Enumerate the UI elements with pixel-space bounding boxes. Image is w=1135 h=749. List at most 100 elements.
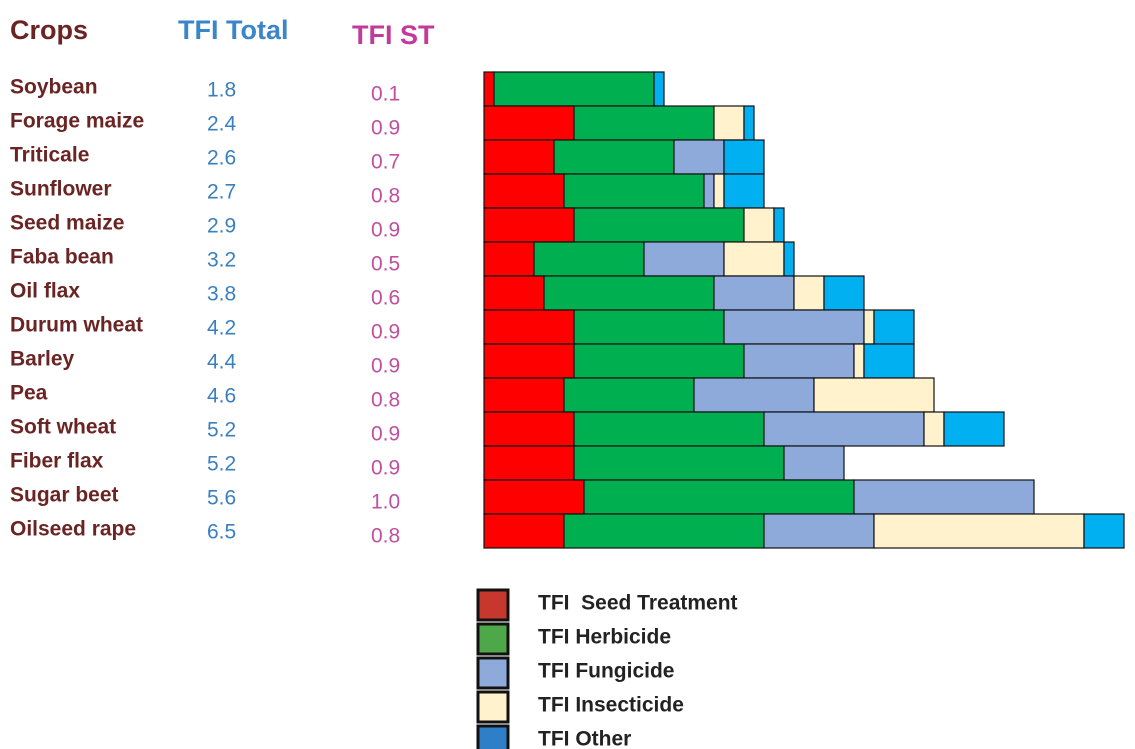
bar-segment <box>763 513 875 549</box>
tfi-total: 1.8 <box>207 79 236 102</box>
bar-segment <box>483 445 575 481</box>
bar-segment <box>483 173 565 209</box>
bar-segment <box>563 513 765 549</box>
bar-segment <box>713 105 745 141</box>
tfi-total: 4.2 <box>207 317 236 340</box>
tfi-st: 0.6 <box>371 287 400 310</box>
crop-label: Oilseed rape <box>10 518 136 541</box>
crop-label: Forage maize <box>10 110 144 133</box>
bar-segment <box>723 241 785 277</box>
bar-segment <box>773 207 785 243</box>
bar-segment <box>483 513 565 549</box>
crop-label: Fiber flax <box>10 450 104 473</box>
tfi-st: 0.8 <box>371 389 400 412</box>
bar-segment <box>483 241 535 277</box>
bar-segment <box>483 309 575 345</box>
bar-segment <box>483 479 585 515</box>
bar-segment <box>543 275 715 311</box>
bar-segment <box>573 105 715 141</box>
bar-segment <box>863 343 915 379</box>
legend-swatch <box>476 622 510 656</box>
crop-label: Faba bean <box>10 246 114 269</box>
bar-segment <box>563 377 695 413</box>
crop-label: Sunflower <box>10 178 112 201</box>
tfi-st: 0.9 <box>371 423 400 446</box>
bar-segment <box>483 207 575 243</box>
bar-segment <box>483 71 495 107</box>
bar-segment <box>853 343 865 379</box>
legend-label: TFI Insecticide <box>538 694 684 717</box>
bar-segment <box>873 513 1085 549</box>
crop-label: Soft wheat <box>10 416 116 439</box>
tfi-total: 3.8 <box>207 283 236 306</box>
tfi-st: 0.9 <box>371 117 400 140</box>
crop-label: Barley <box>10 348 75 371</box>
bar-segment <box>723 309 865 345</box>
bar-segment <box>643 241 725 277</box>
tfi-st: 0.8 <box>371 525 400 548</box>
tfi-total: 5.2 <box>207 419 236 442</box>
legend-label: TFI Fungicide <box>538 660 675 683</box>
bar-segment <box>483 105 575 141</box>
bar-segment <box>723 173 765 209</box>
crop-label: Oil flax <box>10 280 80 303</box>
bar-segment <box>873 309 915 345</box>
tfi-st: 0.7 <box>371 151 400 174</box>
tfi-st: 0.9 <box>371 219 400 242</box>
bar-segment <box>553 139 675 175</box>
bar-segment <box>703 173 715 209</box>
crop-label: Soybean <box>10 76 98 99</box>
legend-label: TFI Herbicide <box>538 626 671 649</box>
bar-segment <box>863 309 875 345</box>
column-header: TFI Total <box>178 15 288 45</box>
tfi-total: 3.2 <box>207 249 236 272</box>
bar-segment <box>583 479 855 515</box>
tfi-total: 5.2 <box>207 453 236 476</box>
tfi-total: 5.6 <box>207 487 236 510</box>
bar-segment <box>743 105 755 141</box>
bar-segment <box>483 411 575 447</box>
crop-label: Sugar beet <box>10 484 119 507</box>
legend-swatch <box>476 588 510 622</box>
bar-segment <box>483 139 555 175</box>
tfi-total: 4.6 <box>207 385 236 408</box>
bar-segment <box>573 309 725 345</box>
tfi-st: 0.1 <box>371 83 400 106</box>
bar-segment <box>793 275 825 311</box>
bar-segment <box>713 173 725 209</box>
bar-segment <box>783 241 795 277</box>
bar-segment <box>573 411 765 447</box>
bar-segment <box>823 275 865 311</box>
bar-segment <box>713 275 795 311</box>
tfi-total: 4.4 <box>207 351 237 374</box>
bar-segment <box>743 343 855 379</box>
tfi-total: 2.7 <box>207 181 236 204</box>
bar-segment <box>533 241 645 277</box>
bar-segment <box>943 411 1005 447</box>
bar-segment <box>1083 513 1125 549</box>
crop-label: Durum wheat <box>10 314 143 337</box>
bar-segment <box>743 207 775 243</box>
tfi-total: 2.9 <box>207 215 236 238</box>
bar-segment <box>653 71 665 107</box>
legend-swatch <box>476 724 510 749</box>
bar-segment <box>483 377 565 413</box>
tfi-total: 2.4 <box>207 113 237 136</box>
crop-label: Triticale <box>10 144 89 167</box>
bar-segment <box>923 411 945 447</box>
bar-segment <box>693 377 815 413</box>
bar-segment <box>813 377 935 413</box>
bar-segment <box>723 139 765 175</box>
legend-swatch <box>476 690 510 724</box>
bar-segment <box>853 479 1035 515</box>
tfi-st: 0.8 <box>371 185 400 208</box>
tfi-st: 0.9 <box>371 457 400 480</box>
column-header: Crops <box>10 15 88 45</box>
tfi-total: 6.5 <box>207 521 236 544</box>
tfi-st: 0.9 <box>371 321 400 344</box>
tfi-st: 0.9 <box>371 355 400 378</box>
tfi-total: 2.6 <box>207 147 236 170</box>
bar-segment <box>483 275 545 311</box>
bar-segment <box>573 343 745 379</box>
